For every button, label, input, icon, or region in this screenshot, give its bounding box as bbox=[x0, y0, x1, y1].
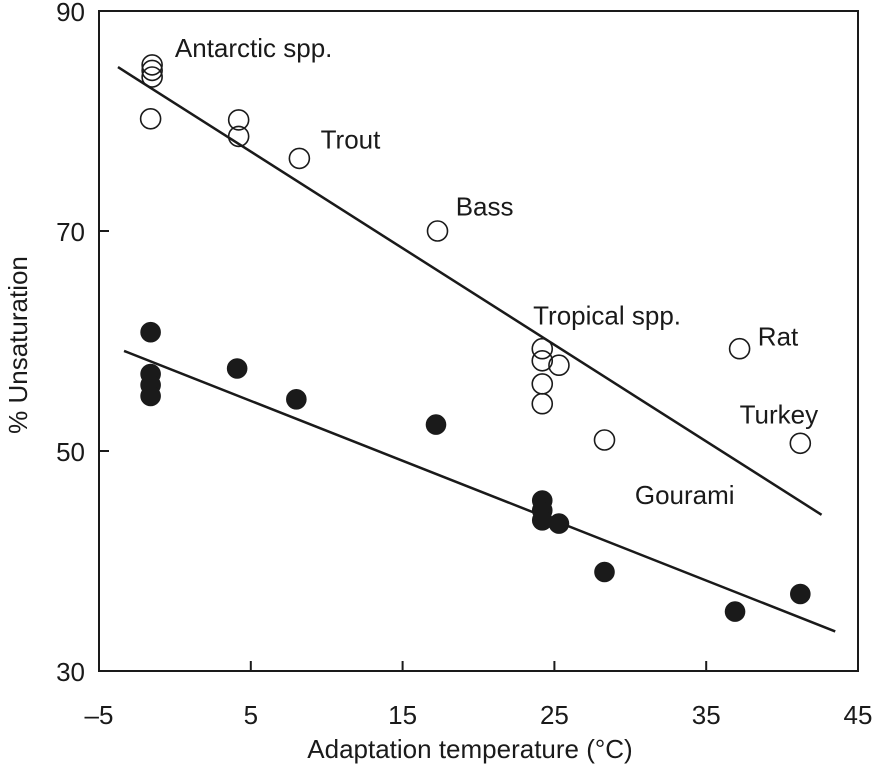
annotation-label: Gourami bbox=[635, 480, 735, 510]
open-data-point bbox=[139, 108, 162, 130]
filled-data-point bbox=[140, 321, 161, 343]
y-tick-label: 90 bbox=[56, 0, 85, 27]
filled-data-point bbox=[594, 561, 615, 583]
open-data-point bbox=[227, 125, 250, 148]
x-tick-label: 15 bbox=[388, 700, 417, 730]
x-tick-label: 45 bbox=[844, 700, 873, 730]
x-tick-label: 25 bbox=[540, 700, 569, 730]
axes: –5 5 15 25 35 45 30 50 70 90 bbox=[56, 0, 872, 730]
filled-data-point bbox=[790, 583, 811, 605]
annotations: Antarctic spp. Trout Bass Tropical spp. Rat T… bbox=[175, 33, 818, 510]
annotation-label: Trout bbox=[321, 125, 381, 155]
filled-data-point bbox=[226, 358, 248, 379]
data-points bbox=[139, 54, 812, 622]
fit-line-filled bbox=[123, 349, 836, 633]
open-data-point bbox=[531, 373, 554, 395]
filled-data-point bbox=[140, 385, 161, 407]
filled-data-point bbox=[548, 513, 570, 534]
open-data-point bbox=[426, 220, 449, 242]
y-axis-label: % Unsaturation bbox=[3, 256, 33, 434]
open-data-point bbox=[141, 59, 163, 82]
annotation-label: Rat bbox=[758, 321, 799, 351]
y-tick-label: 50 bbox=[56, 437, 85, 467]
annotation-label: Bass bbox=[456, 192, 514, 222]
y-tick-label: 70 bbox=[56, 217, 85, 247]
open-data-point bbox=[141, 66, 163, 88]
open-data-point bbox=[227, 109, 250, 131]
x-tick-label: 35 bbox=[692, 700, 721, 730]
plot-frame bbox=[98, 10, 859, 672]
annotation-label: Antarctic spp. bbox=[175, 33, 333, 63]
annotation-label: Tropical spp. bbox=[533, 301, 681, 331]
open-data-point bbox=[531, 392, 554, 415]
open-data-point bbox=[531, 337, 554, 360]
x-tick-label: –5 bbox=[85, 700, 114, 730]
filled-data-point bbox=[531, 509, 553, 531]
annotation-label: Turkey bbox=[740, 400, 819, 430]
x-axis-label: Adaptation temperature (°C) bbox=[307, 734, 632, 764]
open-data-point bbox=[593, 429, 616, 451]
x-tick-label: 5 bbox=[244, 700, 258, 730]
open-data-point bbox=[728, 337, 751, 360]
filled-data-point bbox=[724, 601, 746, 622]
fit-lines bbox=[117, 66, 836, 633]
open-data-point bbox=[141, 54, 163, 76]
open-data-point bbox=[531, 349, 554, 372]
open-data-point bbox=[548, 354, 570, 377]
fit-line-open bbox=[117, 66, 823, 516]
filled-data-point bbox=[286, 388, 307, 410]
filled-data-point bbox=[425, 414, 447, 435]
open-data-point bbox=[789, 432, 812, 455]
y-tick-label: 30 bbox=[56, 657, 85, 687]
open-data-point bbox=[288, 147, 311, 170]
